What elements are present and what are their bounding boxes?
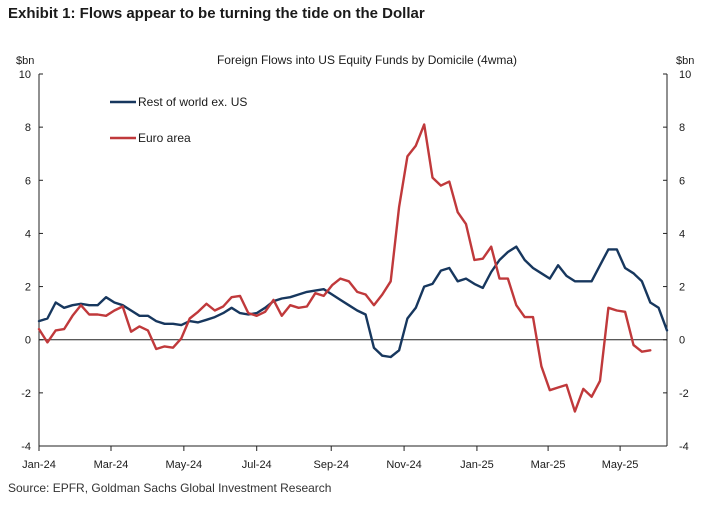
right-axis-unit: $bn <box>676 55 694 67</box>
chart-title: Foreign Flows into US Equity Funds by Do… <box>217 53 517 67</box>
exhibit-title: Exhibit 1: Flows appear to be turning th… <box>8 5 425 22</box>
right-y-tick-label: -2 <box>679 388 689 400</box>
legend-label: Euro area <box>138 131 191 145</box>
right-y-tick-label: -4 <box>679 441 689 453</box>
left-y-tick-label: 0 <box>25 335 31 347</box>
x-tick-label: Sep-24 <box>313 459 348 471</box>
right-y-tick-label: 4 <box>679 228 685 240</box>
flows-line-chart: Foreign Flows into US Equity Funds by Do… <box>16 53 694 471</box>
x-tick-label: May-24 <box>166 459 203 471</box>
left-axis-unit: $bn <box>16 55 34 67</box>
left-y-tick-label: 8 <box>25 122 31 134</box>
x-tick-label: Jul-24 <box>242 459 272 471</box>
x-tick-label: Mar-25 <box>531 459 566 471</box>
x-tick-label: Nov-24 <box>386 459 421 471</box>
right-y-tick-label: 0 <box>679 335 685 347</box>
left-y-tick-label: 4 <box>25 228 31 240</box>
left-y-tick-label: -2 <box>21 388 31 400</box>
source-note: Source: EPFR, Goldman Sachs Global Inves… <box>8 481 332 495</box>
x-tick-label: Mar-24 <box>94 459 129 471</box>
series-line-rest-of-world <box>37 245 669 359</box>
left-y-tick-label: -4 <box>21 441 31 453</box>
left-y-tick-label: 10 <box>19 69 31 81</box>
right-y-tick-label: 10 <box>679 69 691 81</box>
series-line-euro-area <box>37 123 652 413</box>
x-tick-label: May-25 <box>602 459 639 471</box>
x-tick-label: Jan-25 <box>460 459 494 471</box>
left-y-tick-label: 2 <box>25 282 31 294</box>
right-y-tick-label: 6 <box>679 175 685 187</box>
left-y-tick-label: 6 <box>25 175 31 187</box>
right-y-tick-label: 8 <box>679 122 685 134</box>
x-tick-label: Jan-24 <box>22 459 56 471</box>
legend-label: Rest of world ex. US <box>138 95 247 109</box>
legend: Rest of world ex. US Euro area <box>110 95 247 145</box>
right-y-tick-label: 2 <box>679 282 685 294</box>
